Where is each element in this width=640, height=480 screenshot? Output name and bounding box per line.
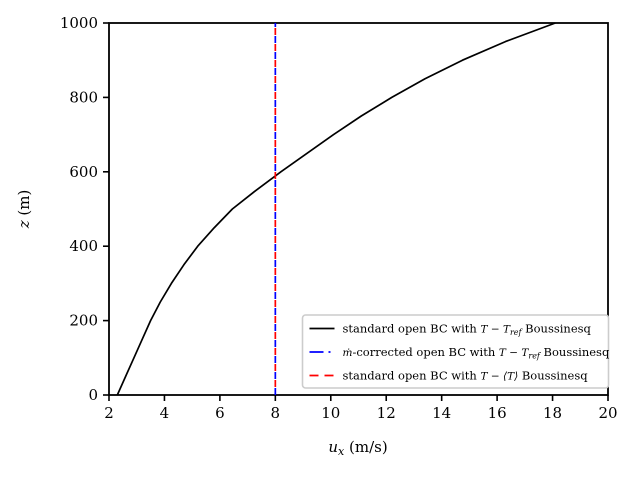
legend-label-segment: -corrected open BC with bbox=[352, 345, 498, 359]
legend-label-segment: standard open BC with bbox=[343, 322, 481, 336]
legend-label-segment: ref bbox=[528, 352, 542, 361]
x-tick-label: 2 bbox=[104, 404, 114, 422]
legend-label-segment: ref bbox=[510, 328, 524, 337]
x-axis-label-sub: x bbox=[338, 445, 345, 458]
legend: standard open BC with T − Tref Boussines… bbox=[301, 314, 610, 389]
legend-label: standard open BC with T − Tref Boussines… bbox=[343, 322, 592, 338]
y-tick-label: 200 bbox=[69, 312, 98, 330]
legend-label-segment: standard open BC with bbox=[343, 369, 481, 383]
legend-label-segment: ṁ bbox=[343, 347, 353, 359]
x-tick-label: 10 bbox=[321, 404, 340, 422]
x-tick-label: 12 bbox=[377, 404, 396, 422]
y-axis-label-unit: (m) bbox=[15, 190, 33, 221]
x-axis-label: ux (m/s) bbox=[328, 438, 387, 458]
x-tick-label: 20 bbox=[598, 404, 617, 422]
legend-box bbox=[301, 314, 610, 389]
y-tick-label: 600 bbox=[69, 163, 98, 181]
legend-label-segment: Boussinesq bbox=[540, 345, 610, 359]
x-axis-label-unit: (m/s) bbox=[344, 438, 387, 456]
series-solid-line bbox=[116, 22, 556, 396]
x-tick-label: 18 bbox=[543, 404, 562, 422]
legend-label-segment: T − T bbox=[499, 347, 529, 359]
x-tick-label: 14 bbox=[432, 404, 451, 422]
legend-label: standard open BC with T − ⟨T⟩ Boussinesq bbox=[343, 369, 589, 383]
y-axis-ticks: 0 200 400 600 800 1000 bbox=[60, 14, 109, 404]
x-tick-label: 6 bbox=[215, 404, 225, 422]
x-tick-label: 8 bbox=[271, 404, 281, 422]
plot-frame bbox=[108, 22, 609, 396]
y-tick-label: 1000 bbox=[60, 14, 98, 32]
legend-label-segment: T − T bbox=[481, 324, 511, 336]
y-tick-label: 400 bbox=[69, 237, 98, 255]
y-axis-label-var: z bbox=[15, 220, 33, 229]
x-tick-label: 16 bbox=[488, 404, 507, 422]
x-axis-ticks: 2 4 6 8 10 12 14 16 18 20 bbox=[104, 395, 618, 422]
legend-label-segment: Boussinesq bbox=[522, 322, 592, 336]
y-axis-label: z (m) bbox=[15, 190, 33, 230]
y-tick-label: 0 bbox=[88, 386, 98, 404]
plot-series bbox=[116, 22, 556, 396]
legend-label-segment: Boussinesq bbox=[518, 369, 588, 383]
y-tick-label: 800 bbox=[69, 88, 98, 106]
legend-label: ṁ-corrected open BC with T − Tref Boussi… bbox=[343, 345, 610, 361]
legend-label-segment: T − ⟨T⟩ bbox=[481, 371, 519, 383]
x-tick-label: 4 bbox=[160, 404, 170, 422]
x-axis-label-var: u bbox=[328, 438, 338, 456]
